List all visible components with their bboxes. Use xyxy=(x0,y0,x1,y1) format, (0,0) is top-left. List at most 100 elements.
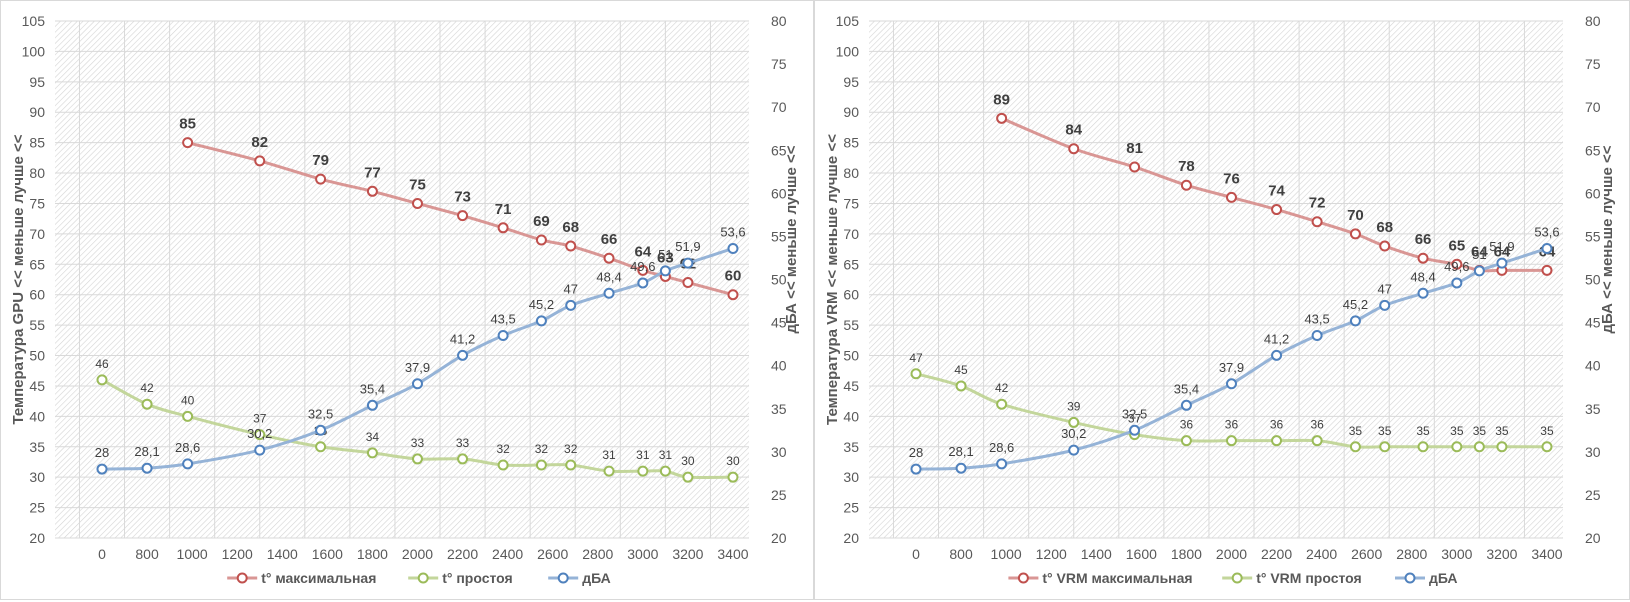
data-point xyxy=(1129,161,1141,173)
data-label: 42 xyxy=(140,381,154,395)
data-point xyxy=(682,277,694,289)
data-point xyxy=(1271,204,1283,216)
data-label: 51 xyxy=(1472,247,1486,262)
data-point xyxy=(96,463,108,475)
data-label: 65 xyxy=(1448,237,1465,254)
y-tick-label: 100 xyxy=(22,43,46,59)
y-tick-label: 40 xyxy=(843,408,859,424)
y2-tick-label: 35 xyxy=(771,401,787,417)
data-point xyxy=(1349,228,1361,240)
data-label: 30 xyxy=(681,454,695,468)
y-tick-label: 105 xyxy=(22,13,46,29)
data-point xyxy=(1451,441,1463,453)
y2-tick-label: 70 xyxy=(1585,99,1601,115)
data-point xyxy=(182,410,194,422)
data-label: 51 xyxy=(658,247,672,262)
data-label: 30 xyxy=(726,454,740,468)
y2-tick-label: 70 xyxy=(771,99,787,115)
data-point xyxy=(1541,264,1553,276)
data-point xyxy=(603,465,615,477)
data-point xyxy=(366,447,378,459)
x-tick-label: 1600 xyxy=(312,546,343,562)
data-point xyxy=(1068,416,1080,428)
y2-tick-label: 35 xyxy=(1585,401,1601,417)
data-label: 40 xyxy=(181,393,195,407)
data-point xyxy=(497,459,509,471)
series-2: 28 28,1 28,6 30,2 32,5 35,4 37,9 41,2 43,5 45,2 47… xyxy=(909,224,1560,475)
x-tick-label: 2000 xyxy=(1216,546,1247,562)
data-label: 48,4 xyxy=(1410,269,1435,284)
data-label: 47 xyxy=(563,281,577,296)
y2-tick-label: 55 xyxy=(771,228,787,244)
data-label: 74 xyxy=(1268,183,1285,200)
data-label: 77 xyxy=(364,164,381,181)
data-label: 36 xyxy=(1270,418,1284,432)
data-point xyxy=(659,465,671,477)
data-point xyxy=(1349,441,1361,453)
data-label: 30,2 xyxy=(1061,426,1086,441)
y-tick-label: 65 xyxy=(843,256,859,272)
y-tick-label: 45 xyxy=(843,378,859,394)
data-point xyxy=(411,378,423,390)
data-label: 79 xyxy=(312,152,329,169)
data-point xyxy=(1379,441,1391,453)
y-tick-label: 100 xyxy=(836,43,860,59)
y-tick-label: 75 xyxy=(29,195,45,211)
data-point xyxy=(682,257,694,269)
legend-item: дБА xyxy=(1395,570,1458,586)
legend-item: t° VRM простоя xyxy=(1222,570,1362,586)
legend-marker xyxy=(1404,572,1416,584)
data-label: 28,6 xyxy=(989,440,1014,455)
y2-tick-label: 60 xyxy=(771,185,787,201)
data-label: 51,9 xyxy=(675,239,700,254)
y-tick-label: 60 xyxy=(843,287,859,303)
legend-item: t° максимальная xyxy=(227,570,376,586)
data-label: 39 xyxy=(1067,399,1081,413)
x-tick-label: 1600 xyxy=(1126,546,1157,562)
data-point xyxy=(1496,441,1508,453)
data-point xyxy=(1068,143,1080,155)
data-label: 35,4 xyxy=(360,381,385,396)
data-label: 37 xyxy=(1128,412,1142,426)
y-tick-label: 45 xyxy=(29,378,45,394)
series-line xyxy=(914,372,1549,449)
x-tick-label: 1200 xyxy=(1036,546,1067,562)
y2-tick-label: 25 xyxy=(771,487,787,503)
data-point xyxy=(955,462,967,474)
data-label: 36 xyxy=(1180,418,1194,432)
data-point xyxy=(603,252,615,264)
data-point xyxy=(603,287,615,299)
data-point xyxy=(366,399,378,411)
x-tick-label: 3200 xyxy=(672,546,703,562)
plot-area xyxy=(55,21,749,538)
data-label: 31 xyxy=(636,448,650,462)
data-label: 35 xyxy=(1540,424,1554,438)
data-label: 47 xyxy=(909,351,923,365)
data-label: 45 xyxy=(954,363,968,377)
y-tick-label: 20 xyxy=(843,530,859,546)
data-label: 89 xyxy=(993,91,1010,108)
data-point xyxy=(366,185,378,197)
data-point xyxy=(1451,277,1463,289)
data-point xyxy=(254,444,266,456)
y2-tick-label: 20 xyxy=(771,530,787,546)
data-label: 81 xyxy=(1126,140,1143,157)
y-tick-label: 40 xyxy=(29,408,45,424)
data-label: 63 xyxy=(657,249,674,266)
data-label: 72 xyxy=(1309,195,1326,212)
data-point xyxy=(141,462,153,474)
data-point xyxy=(1129,424,1141,436)
data-point xyxy=(141,398,153,410)
data-point xyxy=(955,380,967,392)
y2-tick-label: 50 xyxy=(771,272,787,288)
data-label: 60 xyxy=(725,268,742,285)
legend-item: t° VRM максимальная xyxy=(1008,570,1193,586)
data-point xyxy=(637,465,649,477)
data-point xyxy=(1349,315,1361,327)
y-tick-label: 95 xyxy=(29,74,45,90)
x-tick-label: 1000 xyxy=(991,546,1022,562)
data-label: 28 xyxy=(95,445,109,460)
data-label: 76 xyxy=(1223,170,1240,187)
legend-label: дБА xyxy=(582,570,611,586)
x-tick-label: 2800 xyxy=(582,546,613,562)
